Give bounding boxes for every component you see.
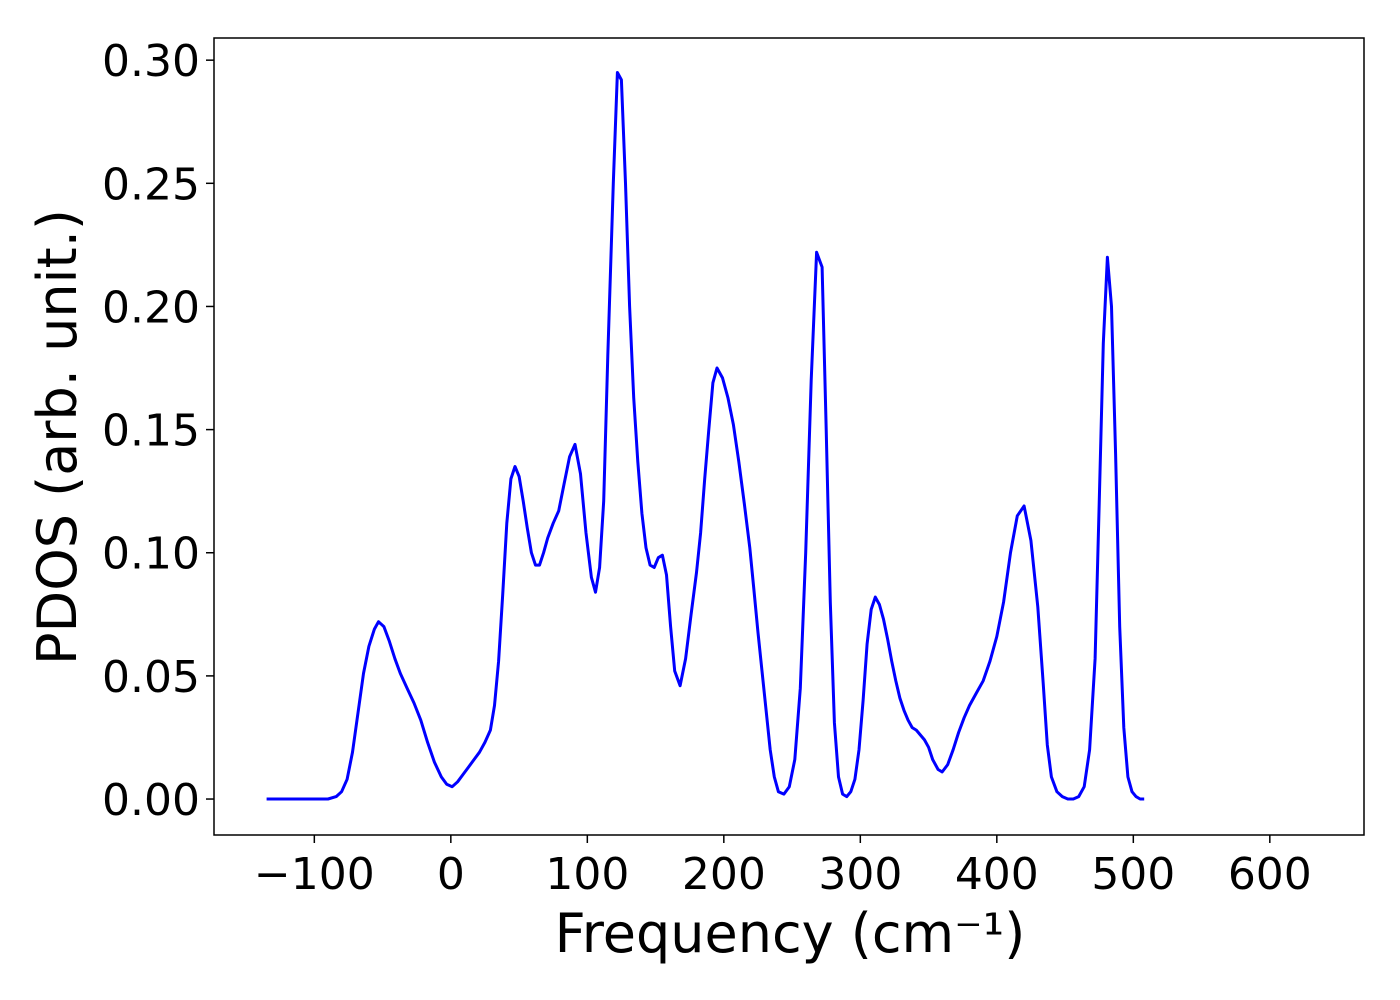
x-tick-label: 500 bbox=[1091, 849, 1175, 900]
y-tick-label: 0.10 bbox=[102, 529, 200, 580]
x-tick-label: 100 bbox=[545, 849, 629, 900]
y-tick-label: 0.30 bbox=[102, 36, 200, 87]
x-tick-label: 300 bbox=[818, 849, 902, 900]
y-tick-label: 0.20 bbox=[102, 282, 200, 333]
x-tick-label: 600 bbox=[1228, 849, 1312, 900]
y-tick-label: 0.15 bbox=[102, 406, 200, 457]
y-tick-label: 0.00 bbox=[102, 775, 200, 826]
y-axis-label: PDOS (arb. unit.) bbox=[26, 209, 89, 665]
x-tick-label: 0 bbox=[437, 849, 465, 900]
x-tick-label: −100 bbox=[254, 849, 375, 900]
x-axis-label: Frequency (cm⁻¹) bbox=[555, 902, 1026, 965]
plot-frame bbox=[213, 37, 1365, 836]
data-line bbox=[266, 71, 1145, 801]
x-tick-label: 200 bbox=[682, 849, 766, 900]
x-tick-label: 400 bbox=[955, 849, 1039, 900]
y-tick-label: 0.05 bbox=[102, 652, 200, 703]
y-tick-label: 0.25 bbox=[102, 159, 200, 210]
